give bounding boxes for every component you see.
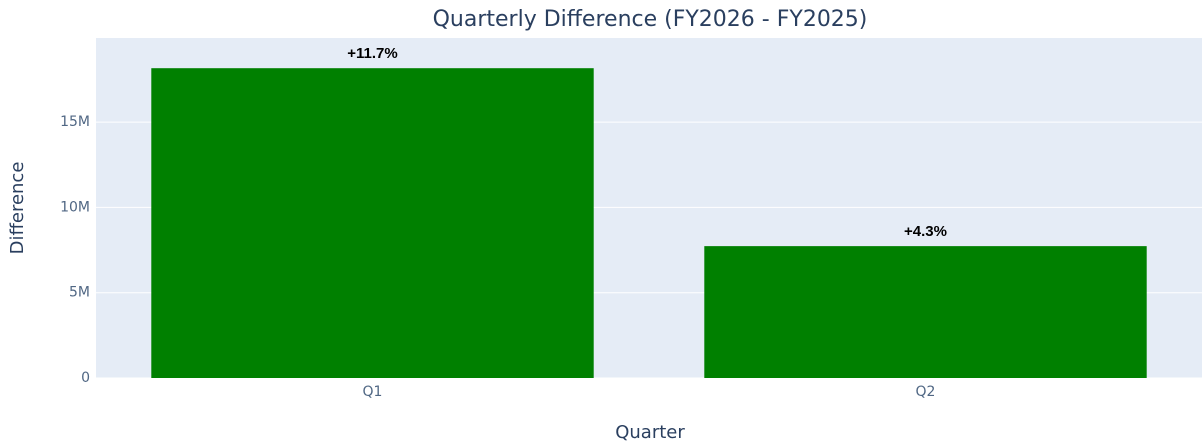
chart-title: Quarterly Difference (FY2026 - FY2025) — [433, 7, 868, 32]
bar-annotation: +4.3% — [904, 223, 947, 240]
x-tick-label: Q1 — [363, 384, 383, 400]
bar — [704, 246, 1147, 378]
y-tick-label: 15M — [60, 114, 90, 130]
y-tick-label: 0 — [81, 370, 90, 386]
y-tick-label: 5M — [69, 285, 90, 301]
y-tick-label: 10M — [60, 199, 90, 215]
x-axis-title: Quarter — [615, 422, 685, 443]
y-axis-title: Difference — [7, 162, 28, 255]
x-tick-label: Q2 — [916, 384, 936, 400]
bar-annotation: +11.7% — [347, 45, 397, 62]
bar — [151, 68, 594, 379]
